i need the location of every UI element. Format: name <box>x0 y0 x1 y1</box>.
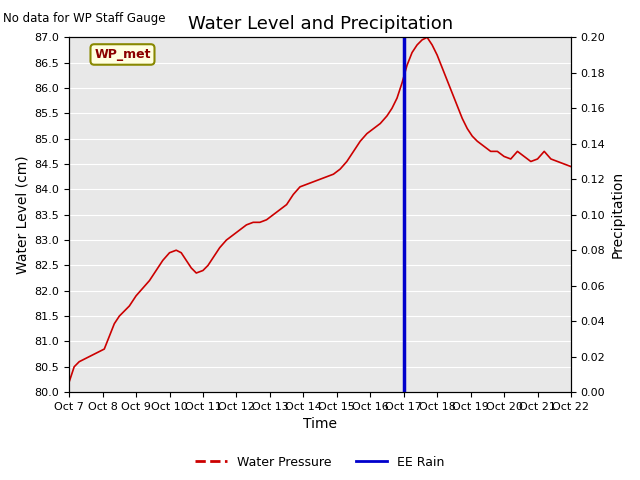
Text: WP_met: WP_met <box>94 48 151 61</box>
Water Pressure <box>567 164 575 169</box>
Y-axis label: Precipitation: Precipitation <box>611 171 625 258</box>
Legend: Water Pressure, EE Rain: Water Pressure, EE Rain <box>190 451 450 474</box>
Water Pressure <box>209 255 217 261</box>
Text: No data for WP Staff Gauge: No data for WP Staff Gauge <box>3 12 166 25</box>
Y-axis label: Water Level (cm): Water Level (cm) <box>15 156 29 274</box>
Water Pressure <box>316 176 324 182</box>
Water Pressure <box>65 379 73 385</box>
Water Pressure <box>139 285 147 291</box>
Title: Water Level and Precipitation: Water Level and Precipitation <box>188 15 452 33</box>
X-axis label: Time: Time <box>303 418 337 432</box>
Water Pressure <box>229 232 237 238</box>
Water Pressure <box>204 263 212 268</box>
Line: Water Pressure: Water Pressure <box>69 37 571 382</box>
Water Pressure <box>540 148 548 154</box>
Water Pressure <box>423 35 431 40</box>
